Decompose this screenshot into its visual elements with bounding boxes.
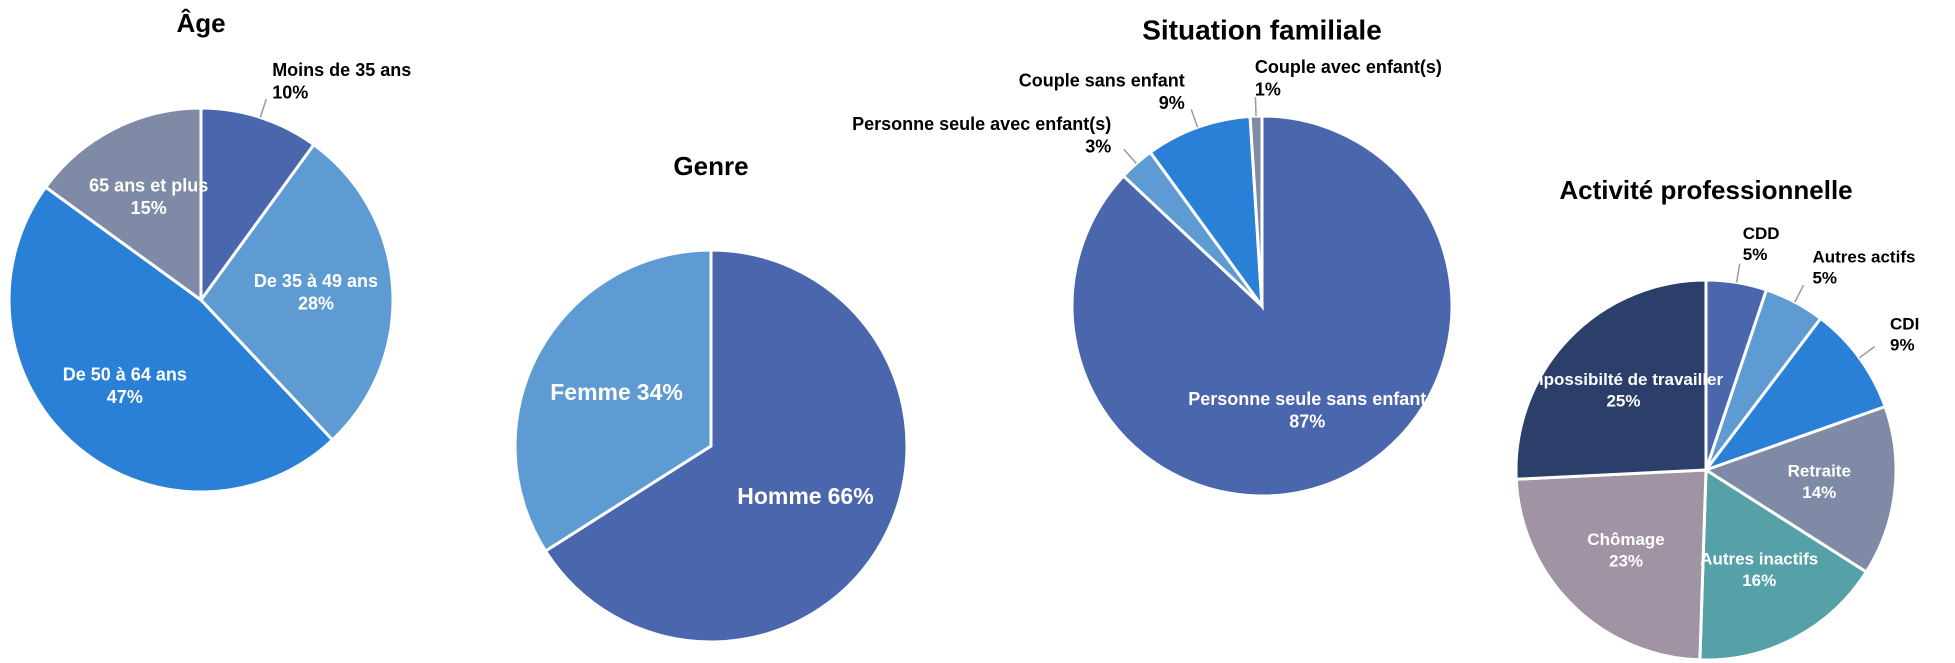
label-value: 47%: [107, 387, 143, 407]
slice-label: Couple avec enfant(s) 1%: [1255, 57, 1442, 100]
pie-slice: [513, 248, 713, 554]
chart-title: Activité professionnelle: [1559, 175, 1852, 205]
slice-label: CDI 9%: [1890, 315, 1919, 355]
slice-label: CDD 5%: [1743, 224, 1780, 264]
pie-slice: [199, 142, 395, 443]
label-category: Autres inactifs: [1700, 550, 1818, 569]
slice-label: Impossibilté de travailler 25%: [1524, 371, 1724, 411]
pie-slice: [43, 106, 203, 303]
pie-slice: [7, 185, 335, 494]
leader-line: [1735, 263, 1741, 283]
pie-slice: [543, 248, 909, 644]
label-category: Couple sans enfant: [1019, 70, 1185, 90]
leader-line: [1858, 346, 1876, 359]
slice-label: Chômage 23%: [1587, 531, 1664, 571]
label-value: 10%: [272, 82, 308, 102]
label-value: 25%: [1606, 392, 1640, 411]
leader-line: [1254, 97, 1257, 117]
label-value: 66%: [828, 483, 874, 509]
pie-slice: [1248, 114, 1264, 307]
label-value: 3%: [1085, 136, 1111, 156]
leader-line: [1190, 109, 1199, 128]
slice-label: Femme 34%: [550, 379, 683, 405]
label-value: 16%: [1742, 571, 1776, 590]
label-value: 87%: [1289, 411, 1325, 431]
label-value: 1%: [1255, 79, 1281, 99]
label-category: Homme: [737, 483, 821, 509]
label-category: Personne seule sans enfant: [1188, 389, 1426, 409]
label-category: CDI: [1890, 315, 1919, 334]
slice-label: Autres inactifs 16%: [1700, 550, 1818, 590]
label-value: 14%: [1802, 483, 1836, 502]
label-category: CDD: [1743, 224, 1780, 243]
slice-label: Personne seule avec enfant(s) 3%: [852, 114, 1111, 156]
pie-slice: [199, 106, 316, 305]
slice-label: 65 ans et plus 15%: [89, 175, 208, 218]
label-value: 9%: [1890, 336, 1915, 355]
leader-line: [1123, 148, 1137, 164]
label-category: Autres actifs: [1812, 248, 1915, 267]
label-category: 65 ans et plus: [89, 175, 208, 195]
label-category: Retraite: [1788, 462, 1851, 481]
label-category: De 50 à 64 ans: [63, 364, 187, 384]
leader-line: [1794, 284, 1805, 303]
slice-label: De 50 à 64 ans 47%: [63, 364, 187, 407]
label-category: Chômage: [1587, 531, 1664, 550]
label-category: Couple avec enfant(s): [1255, 57, 1442, 77]
chart-title: Genre: [673, 151, 748, 181]
chart-title: Situation familiale: [1142, 14, 1382, 45]
pie-slice: [1698, 467, 1869, 662]
slice-label: De 35 à 49 ans 28%: [254, 271, 378, 314]
label-value: 28%: [298, 293, 334, 313]
pie-slice: [1514, 278, 1708, 481]
slice-label: Couple sans enfant 9%: [1019, 70, 1185, 113]
label-value: 23%: [1609, 552, 1643, 571]
chart-title: Âge: [176, 8, 225, 38]
leader-line: [259, 98, 267, 118]
label-category: Moins de 35 ans: [272, 60, 411, 80]
label-value: 34%: [637, 379, 683, 405]
slice-label: Homme 66%: [737, 483, 873, 509]
label-category: De 35 à 49 ans: [254, 271, 378, 291]
label-category: Impossibilté de travailler: [1524, 371, 1724, 390]
slice-label: Moins de 35 ans 10%: [272, 60, 411, 103]
label-category: Personne seule avec enfant(s): [852, 114, 1111, 134]
label-value: 9%: [1159, 93, 1185, 113]
pie-slice: [1514, 468, 1708, 662]
pie-slice: [1702, 404, 1898, 575]
label-category: Femme: [550, 379, 631, 405]
label-value: 15%: [131, 198, 167, 218]
slice-label: Personne seule sans enfant 87%: [1188, 389, 1426, 432]
slice-label: Autres actifs 5%: [1812, 248, 1915, 288]
slice-label: Retraite 14%: [1788, 462, 1851, 502]
label-value: 5%: [1812, 269, 1837, 288]
label-value: 5%: [1743, 246, 1768, 265]
